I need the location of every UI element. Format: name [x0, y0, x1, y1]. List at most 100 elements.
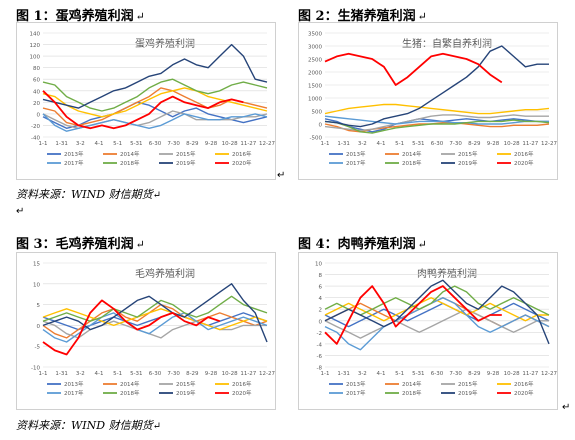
x-tick-label: 1-31	[337, 141, 349, 147]
legend-label: 2013年	[346, 380, 366, 388]
x-tick-label: 5-1	[113, 371, 122, 377]
x-tick-label: 9-28	[487, 141, 500, 147]
legend-label: 2018年	[120, 159, 140, 167]
x-tick-label: 4-1	[95, 371, 104, 377]
series-line	[324, 115, 549, 125]
y-tick-label: 2000	[308, 71, 322, 77]
y-tick-label: 100	[30, 55, 41, 61]
y-tick-label: -2	[317, 331, 322, 337]
series-line	[324, 114, 549, 132]
x-tick-label: 6-30	[431, 141, 444, 147]
legend-label: 2019年	[176, 159, 196, 167]
x-tick-label: 12-27	[259, 371, 275, 377]
series-line	[324, 103, 550, 115]
x-tick-label: 3-2	[358, 141, 367, 147]
legend-label: 2020年	[514, 159, 534, 167]
y-tick-label: 120	[30, 43, 41, 49]
chart-svg-3: 毛鸡养殖利润 -10 -5 0 5 10 15 1-1 1-31 3-2 4-1 5-1 5-31 6-3…	[31, 262, 275, 398]
y-tick-label: -500	[310, 136, 323, 142]
legend-label: 2020年	[232, 389, 252, 397]
series-line	[324, 119, 550, 134]
return-mark-1: ↵	[277, 170, 286, 181]
y-tick-label: -5	[35, 345, 41, 351]
x-tick-label: 4-1	[377, 371, 386, 377]
chart-svg-2: 生猪：自繁自养利润 -500 0 500 1000 1500 2000 2500 3000 350…	[308, 32, 557, 168]
figure-2-title: 图 2：生猪养殖利润 ↵	[298, 9, 427, 24]
series-line	[42, 43, 268, 109]
series-line	[42, 283, 268, 343]
legend-label: 2015年	[176, 150, 196, 158]
x-tick-label: 6-30	[149, 141, 162, 147]
x-tick-label: 1-31	[55, 371, 67, 377]
legend-label: 2016年	[514, 380, 534, 388]
series-line	[42, 87, 268, 118]
legend-label: 2020年	[514, 389, 534, 397]
legend-label: 2017年	[64, 389, 84, 397]
x-tick-label: 8-29	[186, 141, 199, 147]
x-tick-label: 11-27	[240, 141, 256, 147]
y-tick-label: 3000	[308, 45, 322, 51]
x-tick-label: 4-1	[377, 141, 386, 147]
legend-label: 2014年	[402, 380, 422, 388]
x-tick-label: 8-29	[468, 141, 481, 147]
x-tick-label: 10-28	[504, 141, 520, 147]
x-tick-label: 7-30	[449, 141, 462, 147]
legend-label: 2016年	[514, 150, 534, 158]
series-line	[42, 299, 221, 356]
legend-label: 2018年	[402, 159, 422, 167]
series-line	[42, 308, 268, 331]
legend-label: 2014年	[120, 380, 140, 388]
y-tick-label: 3500	[308, 32, 322, 38]
x-tick-label: 12-27	[541, 141, 557, 147]
legend-label: 2015年	[458, 380, 478, 388]
x-tick-label: 11-27	[240, 371, 256, 377]
chart-svg-1: 蛋鸡养殖利润 -40 -20 0 20 40 60 80 100 120 140 1-1 1-31 3-2…	[30, 32, 276, 168]
legend-label: 2016年	[232, 380, 252, 388]
x-tick-label: 7-30	[167, 371, 180, 377]
y-tick-label: 60	[33, 78, 40, 84]
figure-4-title: 图 4：肉鸭养殖利润 ↵	[298, 237, 427, 252]
series-line	[324, 297, 550, 351]
figure-3-title: 图 3：毛鸡养殖利润 ↵	[16, 237, 145, 252]
x-tick-label: 12-27	[259, 141, 275, 147]
return-mark-2: ↵	[562, 402, 571, 413]
legend-label: 2013年	[64, 150, 84, 158]
chart-title: 肉鸭养殖利润	[417, 267, 477, 280]
x-tick-label: 8-29	[186, 371, 199, 377]
legend-label: 2016年	[232, 150, 252, 158]
figure-1-title: 图 1：蛋鸡养殖利润 ↵	[16, 9, 145, 24]
legend-label: 2018年	[402, 389, 422, 397]
series-line	[42, 78, 268, 112]
source-note-1: 资料来源：WIND 财信期货↵	[16, 188, 161, 201]
chart-egg-chicken-profit: 蛋鸡养殖利润 -40 -20 0 20 40 60 80 100 120 140 1-1 1-31 3-2…	[16, 22, 276, 180]
chart-broiler-profit: 毛鸡养殖利润 -10 -5 0 5 10 15 1-1 1-31 3-2 4-1 5-1 5-31 6-3…	[16, 252, 276, 410]
x-tick-label: 8-29	[468, 371, 481, 377]
chart-svg-4: 肉鸭养殖利润 -8 -6 -4 -2 0 2 4 6 8 10 1-1 1-31 3-2 4-1 5-1 5-3…	[315, 262, 557, 398]
x-tick-label: 5-31	[412, 371, 424, 377]
x-tick-label: 7-30	[167, 141, 180, 147]
x-tick-label: 9-28	[205, 141, 218, 147]
source-note-2: 资料来源：WIND 财信期货↵	[16, 419, 161, 432]
series-line	[324, 279, 550, 345]
x-tick-label: 4-1	[95, 141, 104, 147]
x-tick-label: 3-2	[76, 371, 85, 377]
chart-title: 生猪：自繁自养利润	[402, 37, 492, 50]
x-tick-label: 5-1	[395, 141, 404, 147]
chart-title: 蛋鸡养殖利润	[135, 37, 195, 50]
x-tick-label: 5-31	[130, 371, 142, 377]
y-tick-label: 8	[319, 273, 323, 279]
x-tick-label: 9-28	[487, 371, 500, 377]
y-tick-label: 80	[33, 66, 40, 72]
x-tick-label: 10-28	[504, 371, 520, 377]
x-tick-label: 5-1	[113, 141, 122, 147]
legend-label: 2015年	[176, 380, 196, 388]
y-tick-label: 500	[312, 110, 323, 116]
x-tick-label: 5-31	[130, 141, 142, 147]
legend-label: 2019年	[458, 389, 478, 397]
y-tick-label: 4	[319, 296, 323, 302]
y-tick-label: -8	[317, 366, 323, 372]
y-tick-label: 2500	[308, 58, 322, 64]
series-line	[324, 285, 502, 345]
legend-label: 2014年	[402, 150, 422, 158]
legend-label: 2020年	[232, 159, 252, 167]
